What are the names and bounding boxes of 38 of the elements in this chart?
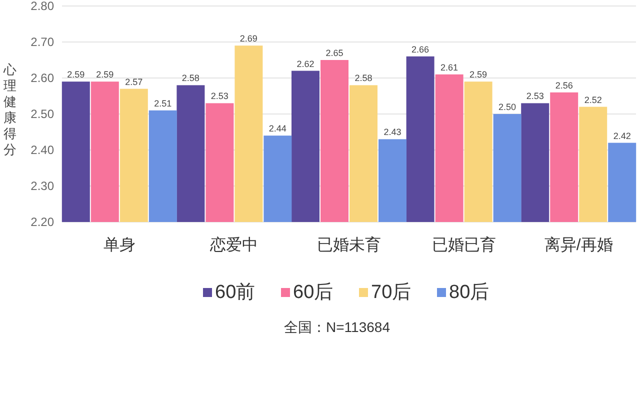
x-tick-label: 单身 <box>103 236 136 254</box>
data-label: 2.62 <box>296 58 314 69</box>
data-label: 2.50 <box>498 102 516 112</box>
data-label: 2.58 <box>354 73 372 84</box>
legend-label: 60后 <box>293 282 334 303</box>
y-tick-label: 2.30 <box>30 179 54 193</box>
legend-label: 80后 <box>449 282 490 303</box>
y-tick-label: 2.80 <box>30 0 54 13</box>
y-tick-label: 2.40 <box>30 143 54 157</box>
data-label: 2.43 <box>384 127 402 138</box>
data-label: 2.59 <box>67 70 85 80</box>
data-label: 2.44 <box>268 124 286 134</box>
x-tick-label: 离异/再婚 <box>544 236 613 254</box>
legend-label: 70后 <box>371 282 412 303</box>
data-label: 2.52 <box>584 94 602 105</box>
data-label: 2.53 <box>526 91 544 102</box>
legend-label: 60前 <box>215 282 256 303</box>
x-tick-label: 已婚未育 <box>317 236 381 254</box>
data-label: 2.66 <box>412 44 430 54</box>
x-tick-label: 已婚已育 <box>432 236 496 254</box>
text: 全国：N=113684 <box>284 319 390 335</box>
y-axis-title: 心理健康得分 <box>2 62 16 157</box>
data-label: 2.61 <box>440 62 458 72</box>
x-tick-label: 恋爱中 <box>209 236 258 254</box>
data-label: 2.59 <box>96 70 114 80</box>
y-tick-label: 2.70 <box>30 35 54 49</box>
data-label: 2.51 <box>154 98 172 108</box>
y-tick-label: 2.60 <box>30 71 54 85</box>
data-label: 2.53 <box>210 91 228 102</box>
data-label: 2.56 <box>555 80 573 90</box>
data-label: 2.65 <box>326 48 344 58</box>
data-label: 2.59 <box>470 70 488 80</box>
data-label: 2.58 <box>182 73 200 84</box>
data-label: 2.69 <box>240 34 258 44</box>
data-label: 2.57 <box>125 76 143 87</box>
y-tick-label: 2.20 <box>30 215 54 229</box>
data-label: 2.42 <box>613 130 631 141</box>
y-tick-label: 2.50 <box>30 107 54 121</box>
